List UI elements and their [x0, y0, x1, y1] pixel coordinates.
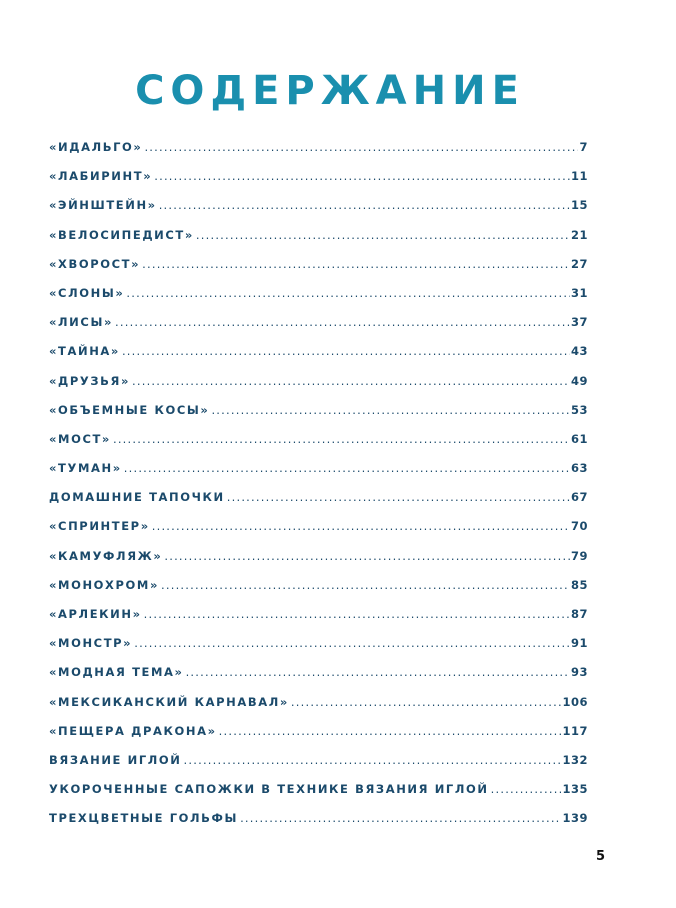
- dot-leader: [154, 169, 570, 183]
- toc-entry-page: 7: [579, 140, 588, 154]
- toc-entry[interactable]: «ДРУЗЬЯ» 49: [49, 374, 588, 403]
- toc-entry-page: 67: [570, 490, 588, 505]
- toc-entry-page: 85: [570, 577, 588, 592]
- dot-leader: [184, 753, 562, 767]
- toc-entry-title: «ОБЪЕМНЫЕ КОСЫ»: [49, 402, 210, 417]
- toc-entry-title: «СПРИНТЕР»: [49, 519, 150, 534]
- dot-leader: [227, 490, 570, 504]
- toc-entry[interactable]: «ВЕЛОСИПЕДИСТ» 21: [49, 228, 588, 257]
- toc-entry-page: 11: [570, 169, 588, 184]
- toc-entry[interactable]: «ЛИСЫ» 37: [49, 315, 588, 344]
- dot-leader: [144, 607, 570, 621]
- toc-entry-page: 49: [570, 373, 588, 388]
- dot-leader: [159, 198, 570, 212]
- toc-entry[interactable]: «ПЕЩЕРА ДРАКОНА» 117: [49, 724, 588, 753]
- toc-entry-page: 117: [562, 723, 588, 738]
- table-of-contents: «ИДАЛЬГО» 7 «ЛАБИРИНТ» 11 «ЭЙНШТЕЙН» 15 «ВЕЛОС…: [49, 140, 588, 841]
- toc-entry[interactable]: «МОНСТР» 91: [49, 636, 588, 665]
- toc-entry[interactable]: ВЯЗАНИЕ ИГЛОЙ 132: [49, 753, 588, 782]
- toc-entry-page: 37: [570, 315, 588, 330]
- page-title: СОДЕРЖАНИЕ: [135, 68, 525, 114]
- toc-entry-title: «МОНСТР»: [49, 636, 133, 651]
- toc-entry-page: 31: [570, 285, 588, 300]
- toc-entry[interactable]: УКОРОЧЕННЫЕ САПОЖКИ В ТЕХНИКЕ ВЯЗАНИЯ ИГ…: [49, 782, 588, 811]
- toc-entry-title: «МОДНАЯ ТЕМА»: [49, 665, 184, 680]
- toc-entry[interactable]: «ЭЙНШТЕЙН» 15: [49, 198, 588, 227]
- dot-leader: [122, 344, 570, 358]
- dot-leader: [124, 461, 570, 475]
- toc-entry-page: 93: [570, 665, 588, 680]
- toc-entry[interactable]: «АРЛЕКИН» 87: [49, 607, 588, 636]
- toc-entry[interactable]: ДОМАШНИЕ ТАПОЧКИ 67: [49, 490, 588, 519]
- toc-entry-title: «ЛИСЫ»: [49, 315, 113, 330]
- dot-leader: [211, 403, 570, 417]
- toc-entry-title: «КАМУФЛЯЖ»: [49, 548, 163, 563]
- toc-entry-page: 135: [562, 782, 588, 797]
- toc-entry-title: «ПЕЩЕРА ДРАКОНА»: [49, 723, 217, 738]
- toc-entry[interactable]: «МОСТ» 61: [49, 432, 588, 461]
- toc-entry-page: 79: [570, 548, 588, 563]
- toc-entry[interactable]: «СЛОНЫ» 31: [49, 286, 588, 315]
- toc-entry-page: 27: [570, 256, 588, 271]
- dot-leader: [113, 432, 570, 446]
- toc-entry-title: ДОМАШНИЕ ТАПОЧКИ: [49, 490, 225, 505]
- toc-entry[interactable]: ТРЕХЦВЕТНЫЕ ГОЛЬФЫ 139: [49, 811, 588, 840]
- toc-entry-title: «МОНОХРОМ»: [49, 577, 159, 592]
- toc-entry-page: 63: [570, 461, 588, 476]
- toc-entry[interactable]: «СПРИНТЕР» 70: [49, 519, 588, 548]
- toc-entry-page: 70: [570, 519, 588, 534]
- dot-leader: [161, 578, 570, 592]
- toc-entry-title: «МЕКСИКАНСКИЙ КАРНАВАЛ»: [49, 694, 289, 709]
- toc-entry[interactable]: «КАМУФЛЯЖ» 79: [49, 549, 588, 578]
- toc-entry-title: ТРЕХЦВЕТНЫЕ ГОЛЬФЫ: [49, 811, 239, 826]
- toc-entry-page: 43: [570, 344, 588, 359]
- toc-entry-title: УКОРОЧЕННЫЕ САПОЖКИ В ТЕХНИКЕ ВЯЗАНИЯ ИГ…: [49, 782, 489, 797]
- dot-leader: [115, 315, 570, 329]
- dot-leader: [152, 519, 570, 533]
- dot-leader: [196, 228, 570, 242]
- dot-leader: [134, 636, 570, 650]
- toc-entry-title: «АРЛЕКИН»: [49, 607, 142, 621]
- toc-entry-page: 15: [570, 198, 588, 213]
- toc-entry-title: «ИДАЛЬГО»: [49, 140, 143, 154]
- toc-entry-page: 61: [570, 431, 588, 446]
- dot-leader: [164, 549, 570, 563]
- dot-leader: [291, 695, 562, 709]
- toc-entry[interactable]: «ИДАЛЬГО» 7: [49, 140, 588, 169]
- toc-entry[interactable]: «ТАЙНА» 43: [49, 344, 588, 373]
- toc-entry-page: 106: [562, 694, 588, 709]
- toc-entry[interactable]: «ХВОРОСТ» 27: [49, 257, 588, 286]
- dot-leader: [142, 257, 570, 271]
- toc-entry-page: 132: [562, 752, 588, 767]
- toc-entry-page: 53: [570, 402, 588, 417]
- toc-entry-title: «ЛАБИРИНТ»: [49, 169, 153, 184]
- toc-entry-title: «ДРУЗЬЯ»: [49, 373, 130, 388]
- toc-entry[interactable]: «МЕКСИКАНСКИЙ КАРНАВАЛ» 106: [49, 695, 588, 724]
- toc-entry[interactable]: «ТУМАН» 63: [49, 461, 588, 490]
- toc-entry-title: «ЭЙНШТЕЙН»: [49, 198, 157, 213]
- toc-entry-title: «ВЕЛОСИПЕДИСТ»: [49, 227, 194, 242]
- dot-leader: [126, 286, 570, 300]
- toc-entry[interactable]: «ОБЪЕМНЫЕ КОСЫ» 53: [49, 403, 588, 432]
- toc-entry-page: 91: [570, 636, 588, 651]
- toc-entry[interactable]: «ЛАБИРИНТ» 11: [49, 169, 588, 198]
- toc-entry-title: «ХВОРОСТ»: [49, 256, 141, 271]
- toc-entry-page: 21: [570, 227, 588, 242]
- toc-entry[interactable]: «МОНОХРОМ» 85: [49, 578, 588, 607]
- dot-leader: [144, 140, 578, 154]
- toc-entry-title: ВЯЗАНИЕ ИГЛОЙ: [49, 752, 182, 767]
- toc-entry-page: 139: [562, 811, 588, 826]
- dot-leader: [219, 724, 562, 738]
- toc-entry-title: «МОСТ»: [49, 431, 111, 446]
- toc-entry[interactable]: «МОДНАЯ ТЕМА» 93: [49, 665, 588, 694]
- dot-leader: [491, 782, 562, 796]
- toc-entry-title: «СЛОНЫ»: [49, 285, 125, 300]
- toc-entry-title: «ТУМАН»: [49, 461, 122, 476]
- toc-entry-title: «ТАЙНА»: [49, 344, 120, 359]
- dot-leader: [132, 374, 570, 388]
- dot-leader: [186, 665, 570, 679]
- toc-entry-page: 87: [570, 607, 588, 621]
- dot-leader: [240, 811, 561, 825]
- page-number: 5: [596, 849, 606, 864]
